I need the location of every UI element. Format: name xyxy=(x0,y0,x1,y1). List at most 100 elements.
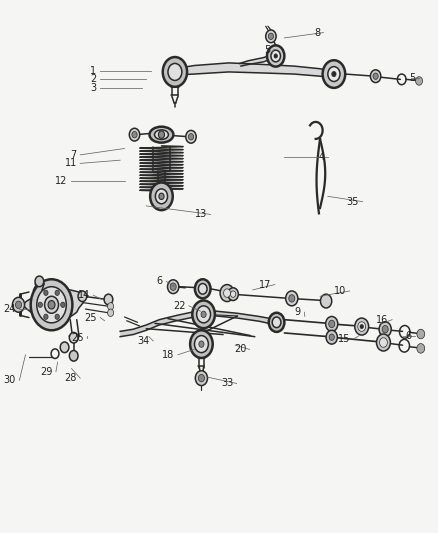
Text: 17: 17 xyxy=(259,280,272,289)
Polygon shape xyxy=(204,311,276,325)
Circle shape xyxy=(272,317,281,328)
Circle shape xyxy=(267,45,284,67)
Text: 7: 7 xyxy=(71,150,77,160)
Circle shape xyxy=(12,297,25,312)
Text: 2: 2 xyxy=(90,75,96,84)
Circle shape xyxy=(38,302,42,308)
Circle shape xyxy=(195,279,211,298)
Text: 20: 20 xyxy=(234,344,246,354)
Polygon shape xyxy=(240,54,274,66)
Text: 25: 25 xyxy=(84,312,97,322)
Circle shape xyxy=(194,336,208,353)
Circle shape xyxy=(37,287,66,323)
Polygon shape xyxy=(120,312,204,337)
Circle shape xyxy=(197,306,211,323)
Circle shape xyxy=(268,33,273,39)
Circle shape xyxy=(329,334,334,341)
Circle shape xyxy=(108,309,114,317)
Text: 28: 28 xyxy=(64,373,77,383)
Circle shape xyxy=(286,291,298,306)
Circle shape xyxy=(186,131,196,143)
Text: 33: 33 xyxy=(221,378,233,389)
Circle shape xyxy=(129,128,140,141)
Circle shape xyxy=(328,67,340,82)
Circle shape xyxy=(44,314,48,319)
Circle shape xyxy=(170,283,176,290)
Circle shape xyxy=(31,279,72,330)
Text: 12: 12 xyxy=(55,176,67,187)
Circle shape xyxy=(188,134,194,140)
Circle shape xyxy=(104,294,113,305)
Circle shape xyxy=(328,320,335,328)
Circle shape xyxy=(159,193,164,199)
Circle shape xyxy=(60,342,69,353)
Circle shape xyxy=(417,344,425,353)
Circle shape xyxy=(360,325,364,329)
Circle shape xyxy=(223,289,230,297)
Circle shape xyxy=(45,296,59,313)
Ellipse shape xyxy=(155,130,168,140)
Circle shape xyxy=(289,295,295,302)
Ellipse shape xyxy=(149,127,173,143)
Circle shape xyxy=(163,57,187,87)
Text: 6: 6 xyxy=(405,330,411,341)
Text: 22: 22 xyxy=(173,301,185,311)
Circle shape xyxy=(371,70,381,83)
Text: 24: 24 xyxy=(4,304,16,314)
Circle shape xyxy=(167,280,179,294)
Text: 5: 5 xyxy=(410,74,416,83)
Text: 14: 14 xyxy=(78,290,90,300)
Circle shape xyxy=(35,276,44,287)
Circle shape xyxy=(78,291,87,302)
Circle shape xyxy=(377,334,390,351)
Polygon shape xyxy=(174,63,332,78)
Circle shape xyxy=(326,317,338,332)
Circle shape xyxy=(48,301,55,309)
Circle shape xyxy=(220,285,234,302)
Text: 10: 10 xyxy=(334,286,346,296)
Text: 8: 8 xyxy=(314,28,320,38)
Text: 5: 5 xyxy=(264,45,270,54)
Circle shape xyxy=(132,132,137,138)
Circle shape xyxy=(379,322,391,337)
Circle shape xyxy=(108,303,114,310)
Text: 34: 34 xyxy=(138,336,150,346)
Text: 1: 1 xyxy=(90,66,96,76)
Text: 13: 13 xyxy=(195,209,207,220)
Circle shape xyxy=(269,313,284,332)
Text: 18: 18 xyxy=(162,350,174,360)
Circle shape xyxy=(230,291,236,297)
Circle shape xyxy=(321,294,332,308)
Circle shape xyxy=(199,341,204,348)
Text: 35: 35 xyxy=(347,197,359,207)
Text: 26: 26 xyxy=(71,333,84,343)
Circle shape xyxy=(69,333,78,343)
Circle shape xyxy=(198,284,207,294)
Circle shape xyxy=(380,338,387,348)
Circle shape xyxy=(55,314,60,319)
Circle shape xyxy=(274,54,277,58)
Circle shape xyxy=(61,302,65,308)
Circle shape xyxy=(416,77,423,85)
Text: 4: 4 xyxy=(318,152,325,162)
Text: 11: 11 xyxy=(64,158,77,168)
Circle shape xyxy=(15,301,21,309)
Text: 30: 30 xyxy=(4,375,16,385)
Circle shape xyxy=(358,322,366,332)
Circle shape xyxy=(192,301,215,328)
Circle shape xyxy=(55,290,60,295)
Circle shape xyxy=(201,311,206,318)
Circle shape xyxy=(44,290,48,295)
Circle shape xyxy=(159,131,165,139)
Circle shape xyxy=(382,326,388,333)
Text: 6: 6 xyxy=(157,277,163,286)
Polygon shape xyxy=(22,290,85,321)
Circle shape xyxy=(326,330,337,344)
Text: 9: 9 xyxy=(295,307,301,317)
Circle shape xyxy=(332,71,336,77)
Circle shape xyxy=(228,288,238,301)
Circle shape xyxy=(195,370,208,385)
Circle shape xyxy=(168,63,182,80)
Circle shape xyxy=(190,330,213,358)
Text: 16: 16 xyxy=(376,314,389,325)
